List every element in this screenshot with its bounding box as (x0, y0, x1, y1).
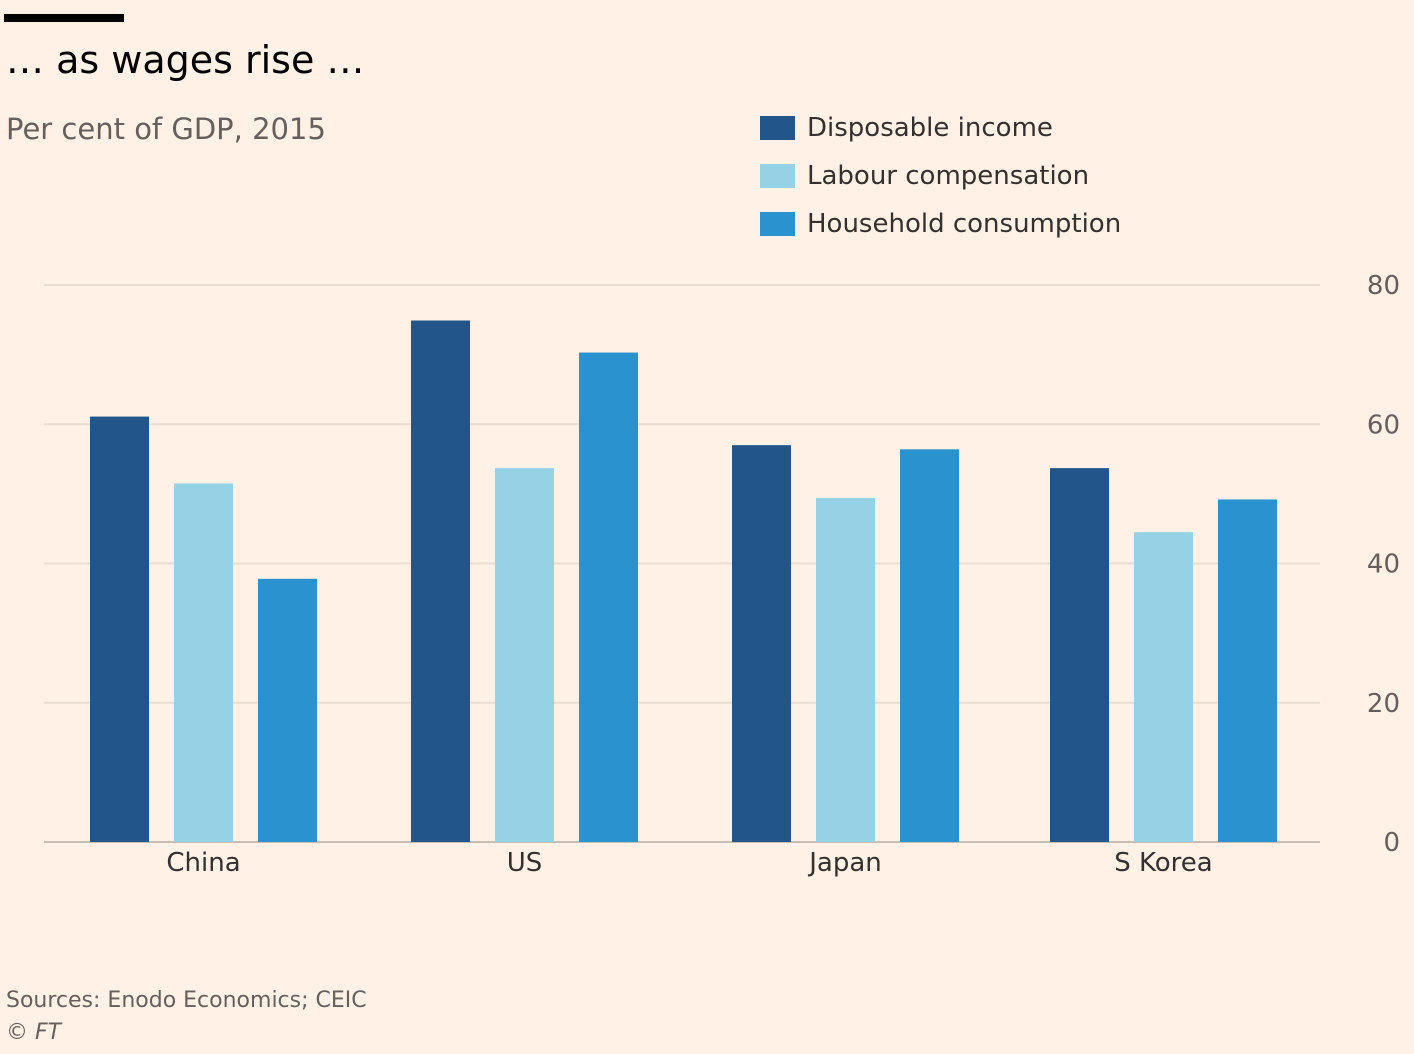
bar-household-consumption (1218, 499, 1277, 842)
y-tick-label: 60 (1367, 410, 1400, 440)
chart-title: … as wages rise … (6, 38, 365, 82)
legend-label: Labour compensation (807, 161, 1090, 191)
legend-item-disposable-income: Disposable income (760, 104, 1121, 152)
legend: Disposable income Labour compensation Ho… (760, 104, 1121, 248)
legend-item-labour-compensation: Labour compensation (760, 152, 1121, 200)
legend-label: Disposable income (807, 113, 1053, 143)
bar-disposable-income (1050, 468, 1109, 842)
bar-household-consumption (579, 352, 638, 842)
title-accent-bar (4, 14, 124, 22)
bar-labour-compensation (816, 498, 875, 842)
bar-household-consumption (258, 578, 317, 842)
source-note: Sources: Enodo Economics; CEIC (6, 988, 367, 1013)
y-tick-label: 80 (1367, 271, 1400, 301)
x-tick-label: US (507, 848, 543, 878)
copyright-note: © FT (6, 1020, 62, 1045)
legend-swatch (760, 212, 795, 236)
x-tick-label: Japan (807, 848, 882, 878)
legend-item-household-consumption: Household consumption (760, 200, 1121, 248)
chart-subtitle: Per cent of GDP, 2015 (6, 112, 326, 146)
x-tick-label: S Korea (1114, 848, 1212, 878)
y-tick-label: 0 (1383, 828, 1400, 858)
bar-disposable-income (411, 320, 470, 842)
legend-swatch (760, 116, 795, 140)
bar-disposable-income (90, 416, 149, 842)
y-tick-label: 40 (1367, 550, 1400, 580)
legend-swatch (760, 164, 795, 188)
bar-labour-compensation (1134, 532, 1193, 842)
bar-household-consumption (900, 449, 959, 842)
y-tick-label: 20 (1367, 689, 1400, 719)
x-tick-label: China (166, 848, 240, 878)
bar-labour-compensation (174, 483, 233, 842)
bar-labour-compensation (495, 468, 554, 842)
legend-label: Household consumption (807, 209, 1122, 239)
bar-disposable-income (732, 445, 791, 842)
